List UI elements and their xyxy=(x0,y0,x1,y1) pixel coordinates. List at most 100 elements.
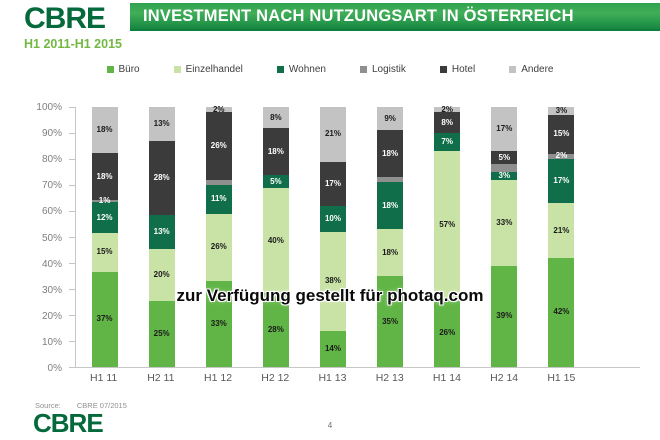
segment-label: 21% xyxy=(553,225,570,235)
bar-h2-12: 28% 40% 5% 18% 8% xyxy=(262,107,289,367)
legend-item-wohnen: Wohnen xyxy=(276,64,326,75)
segment-andere-h2-11: 13% xyxy=(148,107,175,142)
legend-swatch-hotel xyxy=(439,66,447,73)
x-tick-label-h1-11: H1 11 xyxy=(89,372,118,384)
legend-item-einzelhandel: Einzelhandel xyxy=(173,64,243,75)
bar-slot-h2-11: 25% 20% 13% 28% 13% xyxy=(133,107,190,367)
y-tick-mark xyxy=(69,159,76,160)
segment-wohnen-h2-11: 13% xyxy=(148,214,175,249)
segment-label: 15% xyxy=(96,247,113,257)
segment-einzelhandel-h1-13: 38% xyxy=(319,231,346,331)
segment-label: 3% xyxy=(555,105,568,115)
page-number: 4 xyxy=(327,421,333,430)
segment-andere-h1-15: 3% xyxy=(548,105,575,115)
segment-label: 18% xyxy=(382,200,399,210)
bar-h1-12: 33% 26% 11% 26% 2% xyxy=(205,105,232,367)
x-tick-label-h1-15: H1 15 xyxy=(547,372,576,384)
watermark: zur Verfügung gestellt für photaq.com xyxy=(176,286,484,305)
segment-andere-h1-13: 21% xyxy=(319,107,346,162)
segment-logistik-h1-12 xyxy=(205,179,232,186)
y-tick-mark xyxy=(69,133,76,134)
y-tick-label: 60% xyxy=(41,206,62,218)
bar-slot-h1-14: 26% 57% 7% 8% 2% xyxy=(419,104,476,367)
y-tick-mark xyxy=(69,107,76,108)
segment-label: 18% xyxy=(382,148,399,158)
segment-wohnen-h1-12: 11% xyxy=(205,185,232,214)
y-tick-label: 30% xyxy=(41,284,62,296)
segment-label: 13% xyxy=(153,226,170,236)
segment-andere-h1-11: 18% xyxy=(91,106,118,154)
y-tick-mark xyxy=(69,263,76,264)
segment-andere-h2-14: 17% xyxy=(491,107,518,152)
segment-b-ro-h1-15: 42% xyxy=(548,257,575,367)
legend-swatch-b-ro xyxy=(106,66,114,73)
bar-h1-13: 14% 38% 10% 17% 21% xyxy=(319,107,346,367)
legend-swatch-wohnen xyxy=(276,66,284,73)
segment-label: 14% xyxy=(324,343,341,353)
segment-einzelhandel-h2-13: 18% xyxy=(377,229,404,276)
source-value: CBRE 07/2015 xyxy=(76,401,127,410)
segment-label: 9% xyxy=(384,113,396,123)
y-tick-mark xyxy=(69,315,76,316)
y-tick-label: 50% xyxy=(41,232,62,244)
x-axis: H1 11 H2 11 H1 12 H2 12 H1 13 H2 13 H1 14 H2 14… xyxy=(75,372,640,384)
x-tick-label-h2-14: H2 14 xyxy=(490,372,519,384)
segment-label: 5% xyxy=(270,176,282,186)
segment-hotel-h1-11: 18% xyxy=(91,153,118,200)
segment-logistik-h1-15: 2% xyxy=(548,152,575,160)
legend-item-andere: Andere xyxy=(509,64,553,75)
segment-wohnen-h1-13: 10% xyxy=(319,205,346,232)
segment-einzelhandel-h2-11: 20% xyxy=(148,248,175,302)
segment-andere-h2-13: 9% xyxy=(377,107,404,131)
legend-item-hotel: Hotel xyxy=(439,64,475,75)
cbre-logo-footer: CBRE xyxy=(33,408,104,438)
bar-h2-14: 39% 33% 3% 5% 17% xyxy=(491,107,518,367)
segment-einzelhandel-h1-11: 15% xyxy=(91,233,118,272)
segment-label: 37% xyxy=(96,314,113,324)
segment-wohnen-h2-14: 3% xyxy=(491,172,518,180)
x-tick-label-h1-12: H1 12 xyxy=(204,372,233,384)
segment-label: 2% xyxy=(441,104,453,114)
segment-label: 15% xyxy=(553,129,570,139)
y-tick-label: 10% xyxy=(41,336,62,348)
segment-wohnen-h1-14: 7% xyxy=(434,133,461,152)
bar-h2-11: 25% 20% 13% 28% 13% xyxy=(148,107,175,367)
segment-wohnen-h1-11: 12% xyxy=(91,202,118,234)
segment-label: 57% xyxy=(439,220,456,230)
segment-andere-h1-14: 2% xyxy=(434,104,461,114)
segment-label: 25% xyxy=(153,329,170,339)
segment-label: 17% xyxy=(496,124,513,134)
legend-swatch-andere xyxy=(509,66,517,73)
segment-label: 21% xyxy=(324,129,341,139)
segment-label: 38% xyxy=(324,276,341,286)
subtitle: H1 2011-H1 2015 xyxy=(24,37,122,51)
chart-legend: Büro Einzelhandel Wohnen Logistik Hotel Ander… xyxy=(0,64,660,75)
source-label: Source: xyxy=(35,401,61,410)
plot-area: 37% 15% 12% 1% 18% 18% 25% 20% 13% 28% 13% 33% 26% 11… xyxy=(69,104,640,368)
y-tick-mark xyxy=(69,341,76,342)
segment-label: 18% xyxy=(382,247,399,257)
x-tick-label-h2-13: H2 13 xyxy=(375,372,404,384)
segment-label: 13% xyxy=(153,119,170,129)
segment-label: 8% xyxy=(270,112,282,122)
segment-hotel-h1-12: 26% xyxy=(205,112,232,180)
segment-einzelhandel-h1-14: 57% xyxy=(434,151,461,300)
segment-label: 18% xyxy=(96,171,113,181)
segment-label: 28% xyxy=(153,172,170,182)
segment-einzelhandel-h1-12: 26% xyxy=(205,213,232,282)
segment-label: 40% xyxy=(267,235,284,245)
y-tick-label: 70% xyxy=(41,180,62,192)
legend-swatch-einzelhandel xyxy=(173,66,181,73)
segment-hotel-h2-11: 28% xyxy=(148,141,175,215)
segment-einzelhandel-h1-15: 21% xyxy=(548,203,575,258)
segment-label: 10% xyxy=(324,213,341,223)
x-tick-label-h1-14: H1 14 xyxy=(432,372,461,384)
segment-hotel-h1-13: 17% xyxy=(319,161,346,206)
legend-label-logistik: Logistik xyxy=(371,64,406,75)
y-tick-mark xyxy=(69,289,76,290)
segment-b-ro-h1-13: 14% xyxy=(319,330,346,367)
y-tick-label: 100% xyxy=(36,102,62,113)
segment-andere-h1-12: 2% xyxy=(205,105,232,113)
segment-wohnen-h2-12: 5% xyxy=(262,175,289,189)
segment-andere-h2-12: 8% xyxy=(262,107,289,129)
